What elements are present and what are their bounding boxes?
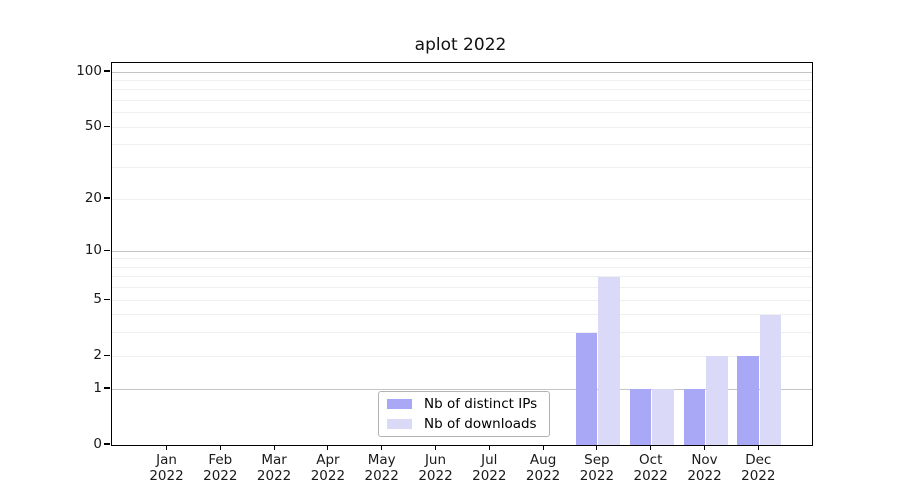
bar-downloads-Oct	[652, 389, 674, 445]
x-tick-label: Apr 2022	[310, 452, 346, 484]
x-tick-mark	[273, 445, 275, 450]
chart-title: aplot 2022	[414, 35, 507, 55]
y-tick-mark	[104, 354, 110, 356]
gridline-minor	[111, 112, 812, 114]
y-tick-label: 5	[93, 291, 102, 308]
x-tick-label: Oct 2022	[633, 452, 668, 484]
x-tick-label: Aug 2022	[525, 452, 561, 484]
y-tick-label: 50	[84, 118, 102, 135]
y-tick-mark	[104, 125, 110, 127]
x-tick-label: Mar 2022	[256, 452, 292, 484]
bar-downloads-Dec	[759, 314, 782, 445]
y-tick-mark	[104, 197, 110, 199]
x-tick-mark	[434, 445, 437, 450]
y-tick-mark	[104, 70, 110, 72]
gridline-minor	[111, 89, 812, 91]
x-tick-mark	[703, 445, 706, 450]
x-tick-mark	[650, 445, 652, 450]
x-tick-mark	[542, 445, 544, 450]
x-tick-mark	[596, 445, 598, 450]
y-tick-label: 0	[93, 436, 102, 452]
legend-label-downloads: Nb of downloads	[424, 416, 537, 432]
x-tick-label: Jun 2022	[418, 452, 453, 484]
gridline-major	[111, 71, 812, 73]
x-tick-mark	[327, 445, 329, 450]
x-tick-label: Sep 2022	[579, 452, 615, 484]
legend-label-distinct-ips: Nb of distinct IPs	[424, 396, 538, 412]
y-tick-label: 10	[84, 242, 102, 259]
y-tick-label: 100	[76, 63, 102, 80]
x-tick-mark	[757, 445, 759, 450]
legend-item-downloads: Nb of downloads	[379, 415, 549, 434]
y-tick-mark	[104, 443, 110, 445]
legend: Nb of distinct IPs Nb of downloads	[378, 391, 550, 437]
gridline-minor	[111, 80, 812, 81]
gridline-minor	[111, 266, 812, 268]
gridline-minor	[111, 276, 812, 278]
gridline-minor	[111, 144, 812, 146]
gridline-minor	[111, 314, 812, 316]
legend-swatch-downloads	[387, 418, 412, 430]
y-tick-label: 1	[93, 379, 102, 396]
bar-distinct-ips-Dec	[737, 356, 759, 445]
legend-swatch-distinct-ips	[387, 398, 412, 410]
x-tick-label: May 2022	[364, 452, 399, 484]
gridline-minor	[111, 355, 812, 357]
gridline-minor	[111, 258, 812, 260]
gridline-minor	[111, 100, 812, 102]
bar-distinct-ips-Oct	[629, 389, 652, 445]
bar-downloads-Nov	[706, 356, 728, 445]
y-tick-mark	[104, 298, 110, 300]
y-tick-label: 20	[84, 189, 102, 206]
gridline-minor	[111, 198, 812, 200]
gridline-minor	[111, 332, 812, 334]
bar-downloads-Sep	[598, 276, 620, 445]
x-tick-mark	[165, 445, 168, 450]
gridline-minor	[111, 299, 812, 301]
y-tick-mark	[104, 249, 110, 251]
x-tick-label: Jul 2022	[472, 452, 507, 484]
bar-distinct-ips-Nov	[683, 389, 705, 445]
x-tick-mark	[381, 445, 383, 450]
x-tick-label: Dec 2022	[741, 452, 776, 484]
x-tick-label: Feb 2022	[203, 452, 238, 484]
legend-item-distinct-ips: Nb of distinct IPs	[379, 395, 549, 414]
gridline-minor	[111, 167, 812, 169]
x-tick-label: Jan 2022	[149, 452, 184, 484]
gridline-major	[111, 250, 812, 252]
plot-area	[110, 62, 813, 446]
bar-distinct-ips-Sep	[575, 332, 598, 445]
x-tick-mark	[488, 445, 490, 450]
gridline-major	[111, 388, 812, 390]
gridline-minor	[111, 287, 812, 289]
y-tick-mark	[104, 387, 110, 389]
x-tick-label: Nov 2022	[687, 452, 722, 484]
y-tick-label: 2	[93, 347, 102, 364]
x-tick-mark	[219, 445, 221, 450]
gridline-minor	[111, 126, 812, 128]
